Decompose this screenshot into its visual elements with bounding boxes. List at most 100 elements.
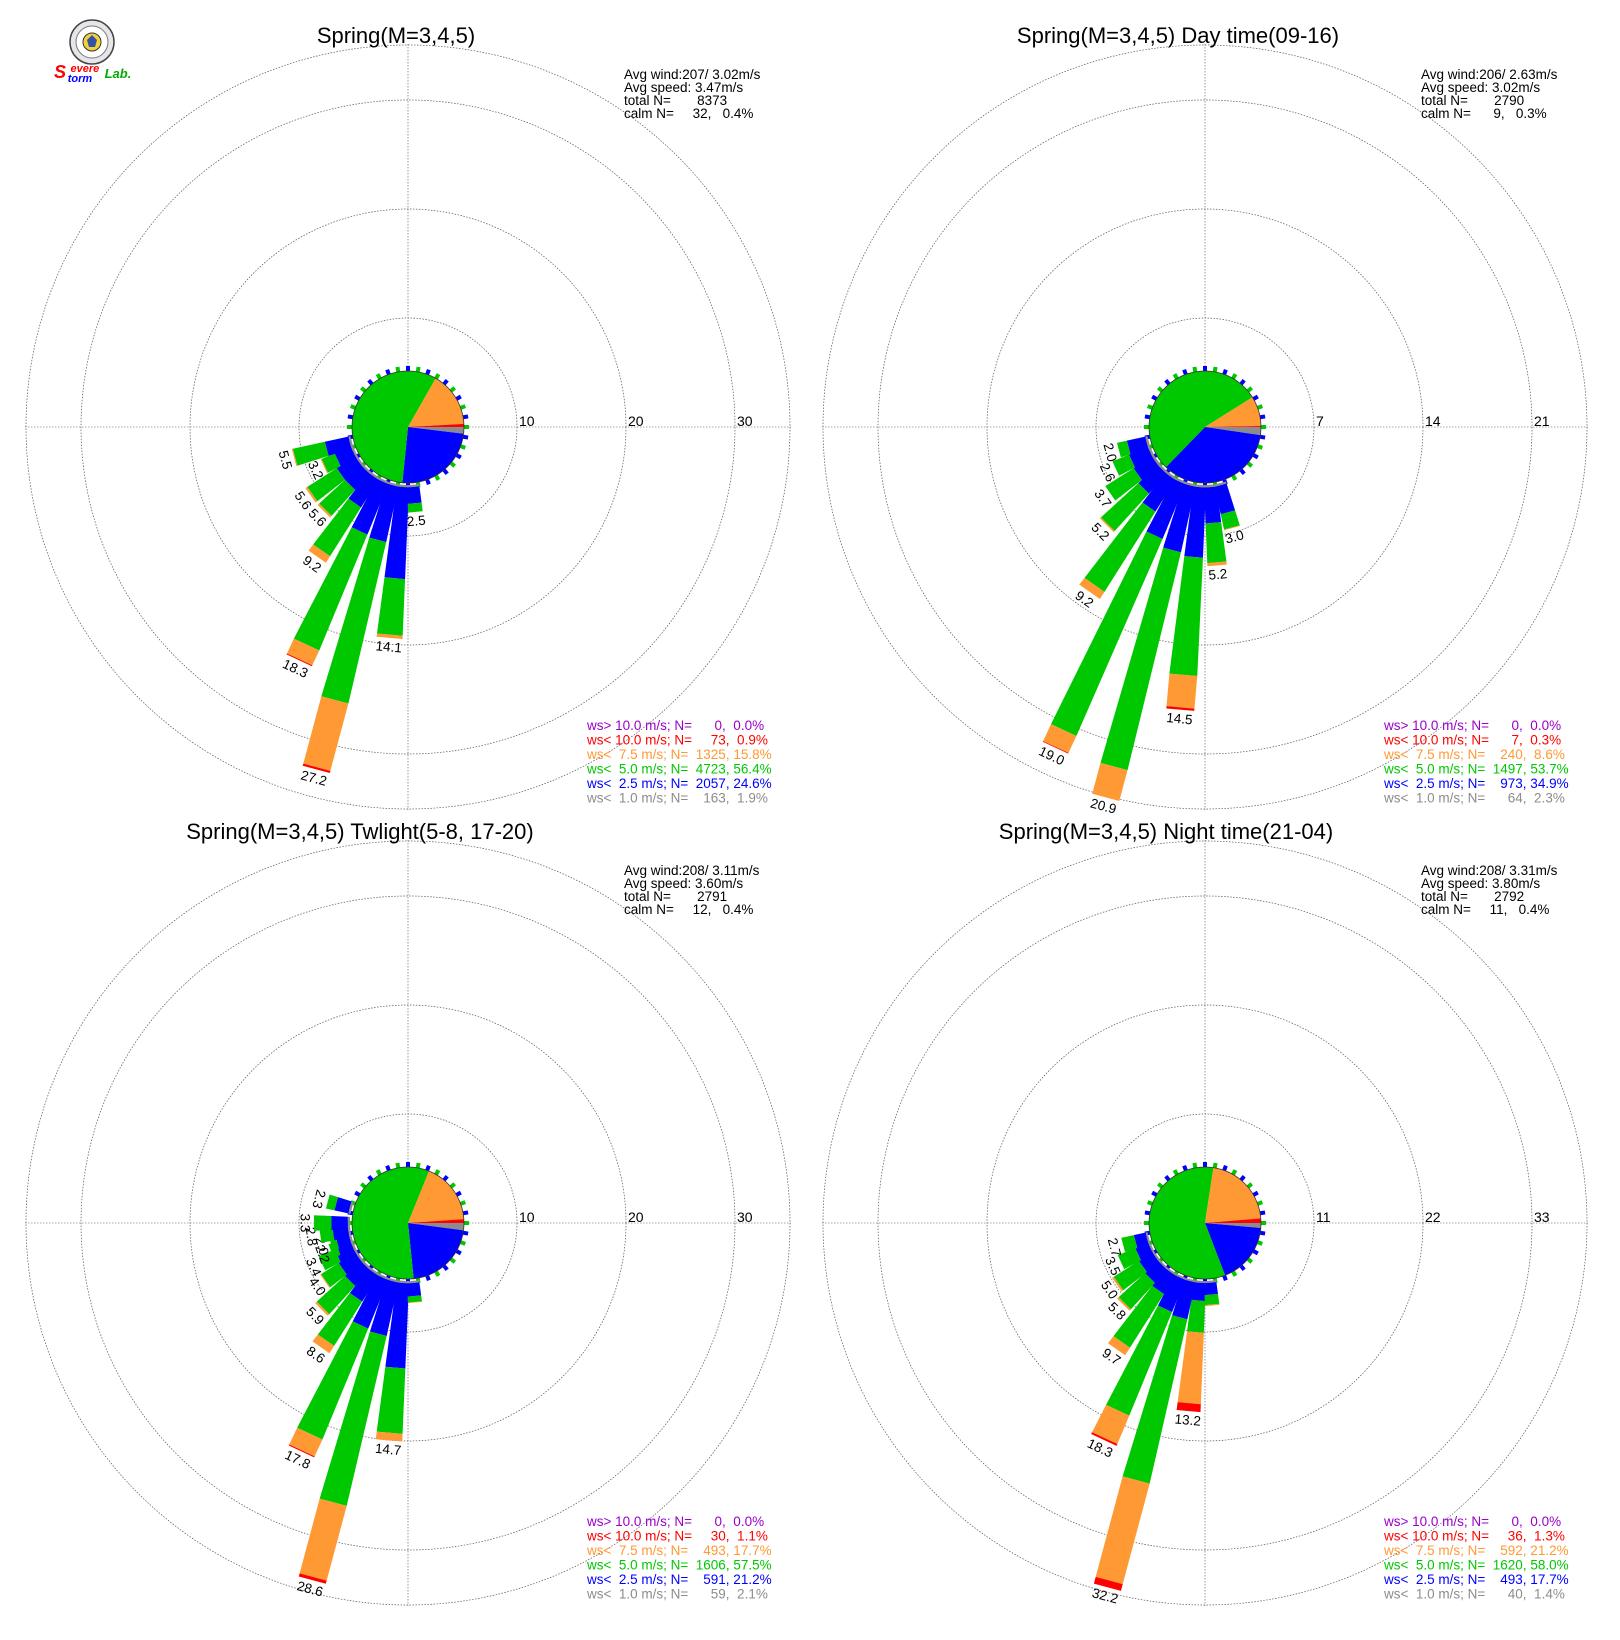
legend-entry-1: ws< 10.0 m/s; N= 36, 1.3% [1383, 1529, 1565, 1544]
bar-segment-1 [1126, 436, 1149, 455]
direction-tick [1256, 1200, 1264, 1206]
stat-avg-speed: Avg speed: 3.60m/s [624, 876, 743, 891]
direction-tick [1231, 373, 1238, 380]
wind-bar-255: 2.7 [1105, 1232, 1151, 1258]
bar-value-label: 14.5 [1166, 710, 1193, 727]
direction-tick [1192, 366, 1198, 373]
bar-segment-0 [376, 1272, 390, 1281]
ring-label-1: 7 [1316, 413, 1324, 429]
stat-avg-speed: Avg speed: 3.02m/s [1421, 80, 1540, 95]
ring-outer [25, 840, 791, 1606]
direction-tick [459, 1200, 467, 1206]
bar-segment-1 [352, 1274, 389, 1329]
bar-segment-0 [361, 1259, 372, 1270]
bar-segment-2 [1100, 547, 1181, 771]
bar-segment-0 [1157, 463, 1169, 475]
bar-segment-1 [369, 1279, 399, 1337]
bar-segment-1 [384, 486, 409, 580]
bar-segment-2 [307, 468, 345, 502]
wind-bar-195: 28.6 [295, 1277, 399, 1600]
bar-segment-2 [376, 1366, 406, 1434]
pie-outline [1148, 370, 1262, 484]
bar-value-label: 2.8 [303, 1226, 320, 1247]
wind-bar-185: 13.2 [1174, 1280, 1207, 1429]
legend-entry-0: ws> 10.0 m/s; N= 0, 0.0% [586, 1514, 764, 1529]
stat-calm: calm N= 32, 0.4% [624, 106, 753, 121]
wind-bar-175 [1203, 1280, 1220, 1307]
bar-segment-1 [407, 486, 422, 504]
wind-bar-205: 17.8 [283, 1272, 390, 1472]
bar-segment-3 [376, 633, 403, 640]
bar-segment-4 [1042, 741, 1069, 754]
direction-tick [1192, 1162, 1198, 1169]
panel-title: Spring(M=3,4,5) Twlight(5-8, 17-20) [186, 819, 533, 844]
bar-segment-1 [1145, 1261, 1167, 1283]
stat-total: total N= 2792 [1421, 889, 1524, 904]
direction-tick [449, 1257, 457, 1264]
bar-segment-1 [351, 478, 389, 535]
pie-slice-4 [408, 1219, 464, 1223]
stat-avg-wind: Avg wind:208/ 3.31m/s [1421, 863, 1558, 878]
bar-segment-1 [1157, 1274, 1186, 1313]
bar-segment-2 [319, 479, 356, 516]
pie-slice-2 [1149, 370, 1253, 468]
legend-entry-0: ws> 10.0 m/s; N= 0, 0.0% [1383, 1514, 1561, 1529]
bar-segment-0 [396, 1280, 410, 1284]
bar-segment-0 [368, 1267, 380, 1276]
direction-tick [434, 1169, 441, 1176]
ring-label-1: 10 [519, 1209, 535, 1225]
bar-segment-0 [1193, 484, 1207, 488]
stat-calm: calm N= 11, 0.4% [1421, 902, 1549, 917]
wind-bar-175: 2.5 [406, 484, 426, 529]
direction-tick [1259, 414, 1266, 420]
bar-value-label: 14.1 [375, 638, 402, 655]
bar-segment-1 [336, 456, 363, 480]
ring-1 [1095, 317, 1315, 537]
ring-outer [822, 840, 1588, 1606]
bar-value-label: 3.4 [303, 1255, 325, 1279]
bar-segment-1 [1204, 1282, 1218, 1296]
bar-value-label: 32.2 [1090, 1585, 1119, 1606]
bar-segment-1 [344, 1261, 370, 1287]
stat-total: total N= 8373 [624, 93, 727, 108]
bar-segment-2 [292, 441, 329, 466]
wind-bar-175: 5.2 [1203, 484, 1228, 583]
windrose-panel-2: 7 14 215.214.520.919.09.25.23.72.62.03.0Sp… [822, 23, 1588, 817]
bar-segment-2 [321, 1262, 347, 1288]
bar-segment-1 [1133, 456, 1160, 481]
pie-slice-0 [1205, 1223, 1261, 1228]
legend-entry-2: ws< 7.5 m/s; N= 1325, 15.8% [586, 747, 772, 762]
direction-tick [455, 1249, 462, 1256]
direction-tick [347, 414, 354, 420]
bar-segment-3 [305, 486, 318, 503]
bar-segment-4 [1176, 1402, 1201, 1413]
legend-entry-4: ws< 2.5 m/s; N= 591, 21.2% [586, 1572, 772, 1587]
legend-entry-0: ws> 10.0 m/s; N= 0, 0.0% [586, 718, 764, 733]
bar-segment-0 [1152, 1251, 1161, 1263]
direction-tick [449, 386, 457, 393]
direction-tick [1239, 468, 1246, 476]
stat-avg-speed: Avg speed: 3.80m/s [1421, 876, 1540, 891]
bar-segment-0 [1147, 445, 1156, 459]
bar-segment-2 [1113, 1260, 1147, 1291]
logo-word-torm: torm [68, 73, 93, 85]
bar-segment-1 [1163, 483, 1196, 553]
bar-segment-1 [338, 1252, 363, 1275]
ring-3 [80, 99, 736, 755]
bar-segment-3 [1207, 561, 1227, 567]
bar-segment-2 [1169, 556, 1203, 677]
ring-2 [986, 1004, 1424, 1442]
direction-tick [367, 378, 374, 386]
direction-tick [1239, 1174, 1246, 1182]
direction-tick [1246, 1182, 1254, 1189]
legend-entry-3: ws< 5.0 m/s; N= 1606, 57.5% [586, 1558, 772, 1573]
direction-tick [385, 1164, 391, 1172]
direction-tick [1146, 404, 1154, 410]
wind-bar-205: 18.3 [1085, 1272, 1187, 1460]
bar-segment-2 [1050, 531, 1163, 736]
speed-pie [1148, 1166, 1262, 1280]
bar-segment-2 [1113, 1285, 1164, 1348]
ring-label-1: 10 [519, 413, 535, 429]
bar-segment-1 [1128, 446, 1153, 468]
direction-tick [1256, 444, 1264, 450]
